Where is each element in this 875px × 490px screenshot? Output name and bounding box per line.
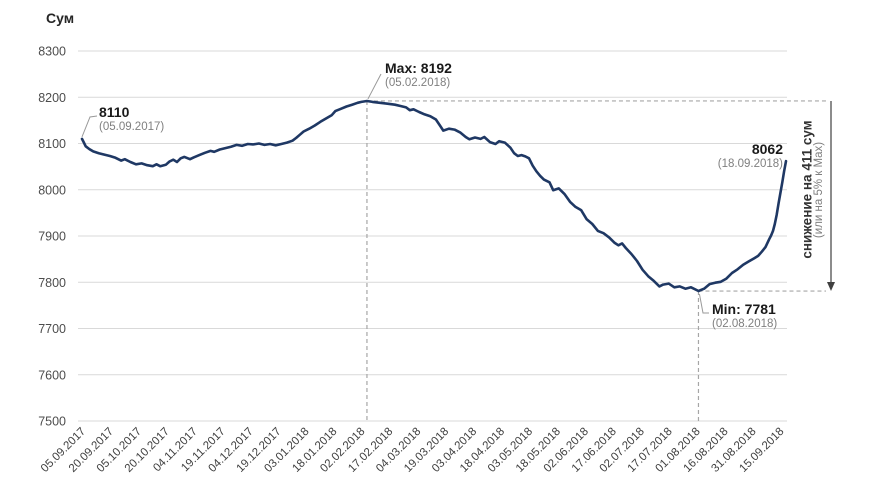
start-point-annotation: 8110 (05.09.2017) (99, 104, 164, 134)
y-axis-label: 8000 (38, 183, 66, 197)
min-point-annotation: Min: 7781 (02.08.2018) (712, 301, 777, 331)
y-axis-label: 7500 (38, 415, 66, 429)
y-axis-label: 7900 (38, 230, 66, 244)
y-axis-label: 7600 (38, 368, 66, 382)
end-value-label: 8062 (751, 141, 783, 157)
end-point-annotation: 8062 (18.09.2018) (718, 141, 783, 171)
y-axis-label: 8100 (38, 137, 66, 151)
max-date-label: (05.02.2018) (385, 77, 451, 90)
start-date-label: (05.09.2017) (99, 121, 165, 134)
min-value-label: Min: 7781 (712, 301, 776, 317)
y-axis-label: 7700 (38, 322, 66, 336)
max-point-annotation: Max: 8192 (05.02.2018) (385, 60, 452, 90)
y-axis-label: 8300 (38, 45, 66, 59)
y-axis-label: 7800 (38, 276, 66, 290)
decline-note-subtext: (или на 5% к Max) (813, 141, 825, 239)
max-value-label: Max: 8192 (385, 60, 452, 76)
min-leader-line (698, 293, 709, 314)
rate-line-series (80, 99, 788, 293)
min-date-label: (02.08.2018) (712, 318, 778, 331)
start-value-label: 8110 (99, 104, 130, 120)
end-date-label: (18.09.2018) (717, 158, 783, 171)
start-leader-line (81, 115, 98, 138)
max-leader-line (367, 73, 382, 100)
y-axis-title: Сум (46, 10, 75, 26)
decline-arrow-head (827, 282, 835, 292)
y-axis-label: 8200 (38, 91, 66, 105)
